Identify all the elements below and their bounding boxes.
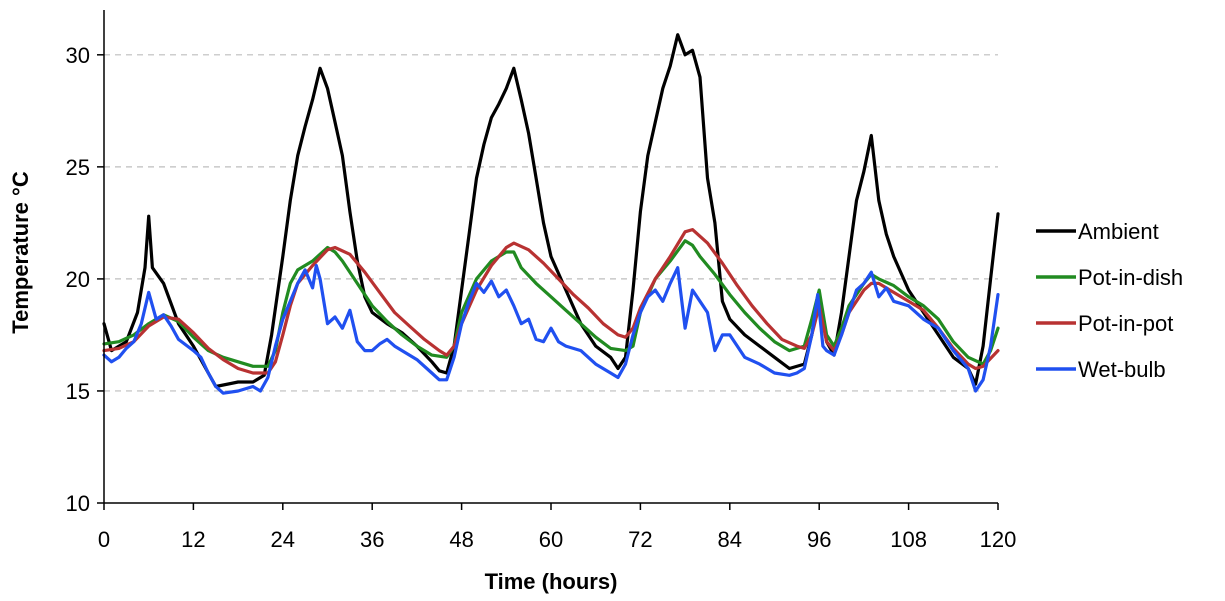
x-tick-label: 24 [271, 527, 295, 552]
x-axis-title: Time (hours) [485, 569, 618, 594]
x-tick-label: 120 [980, 527, 1017, 552]
y-tick-label: 15 [66, 379, 90, 404]
x-tick-label: 96 [807, 527, 831, 552]
x-tick-label: 48 [449, 527, 473, 552]
legend: Ambient Pot-in-dish Pot-in-pot Wet-bulb [1036, 219, 1183, 382]
y-tick-label: 25 [66, 155, 90, 180]
y-tick-label: 10 [66, 491, 90, 516]
legend-label-wet-bulb: Wet-bulb [1078, 357, 1166, 382]
y-axis-ticks: 10 15 20 25 30 [66, 43, 104, 516]
x-tick-label: 0 [98, 527, 110, 552]
y-tick-label: 20 [66, 267, 90, 292]
series-lines [102, 33, 1000, 395]
x-tick-label: 60 [539, 527, 563, 552]
y-axis-title: Temperature °C [8, 171, 33, 334]
legend-label-pot-in-pot: Pot-in-pot [1078, 311, 1173, 336]
x-tick-label: 36 [360, 527, 384, 552]
gridlines [104, 54, 998, 392]
series-line-ambient [102, 33, 1000, 389]
x-tick-label: 12 [181, 527, 205, 552]
y-tick-label: 30 [66, 43, 90, 68]
legend-label-ambient: Ambient [1078, 219, 1159, 244]
series-line-wet-bulb [102, 263, 1000, 395]
x-tick-label: 84 [718, 527, 742, 552]
x-tick-label: 108 [890, 527, 927, 552]
x-axis-ticks: 0 12 24 36 48 60 72 84 96 108 120 [98, 503, 1016, 552]
x-tick-label: 72 [628, 527, 652, 552]
legend-label-pot-in-dish: Pot-in-dish [1078, 265, 1183, 290]
